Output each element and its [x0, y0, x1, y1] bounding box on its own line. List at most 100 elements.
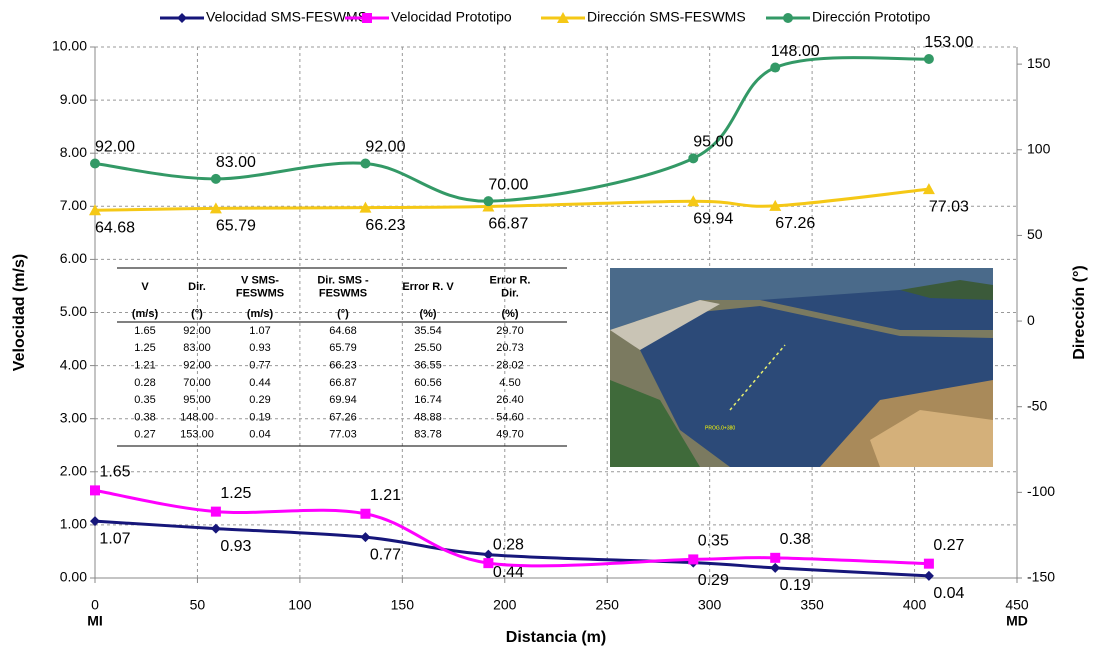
table-cell: 66.87	[329, 377, 357, 389]
table-unit: (m/s)	[247, 308, 274, 320]
x-end-label: MD	[1006, 613, 1028, 629]
legend-label: Velocidad Prototipo	[391, 9, 512, 25]
table-cell: 65.79	[329, 342, 357, 354]
table-header: FESWMS	[319, 287, 367, 299]
data-label: 77.03	[929, 198, 969, 215]
table-unit: (%)	[501, 308, 518, 320]
marker	[211, 174, 221, 184]
y-tick-label: 1.00	[60, 516, 87, 532]
marker	[688, 153, 698, 163]
y-tick-label: 9.00	[60, 91, 87, 107]
x-tick-label: 0	[91, 597, 99, 613]
legend-marker	[783, 13, 793, 23]
table-cell: 48.88	[414, 411, 442, 423]
y2-tick-label: 150	[1027, 55, 1051, 71]
table-header: V SMS-	[241, 274, 279, 286]
marker	[360, 158, 370, 168]
marker	[360, 532, 370, 542]
table-cell: 35.54	[414, 325, 442, 337]
legend-label: Velocidad SMS-FESWMS	[206, 9, 367, 25]
data-label: 0.28	[493, 536, 524, 553]
y-tick-label: 8.00	[60, 144, 87, 160]
x-end-label: MI	[87, 613, 103, 629]
table-cell: 66.23	[329, 360, 357, 372]
data-label: 66.23	[365, 217, 405, 234]
table-cell: 153.00	[180, 429, 214, 441]
data-label: 67.26	[775, 215, 815, 232]
table-cell: 67.26	[329, 411, 357, 423]
table-cell: 36.55	[414, 360, 442, 372]
table-header: Error R. V	[402, 281, 454, 293]
data-label: 1.21	[370, 487, 401, 504]
legend-marker	[177, 13, 187, 23]
data-label: 0.19	[780, 577, 811, 594]
table-cell: 0.77	[249, 360, 270, 372]
x-tick-label: 300	[698, 597, 722, 613]
table-unit: (°)	[337, 308, 349, 320]
table-cell: 0.93	[249, 342, 270, 354]
legend-label: Dirección Prototipo	[812, 9, 930, 25]
data-label: 0.93	[220, 538, 251, 555]
marker	[211, 507, 221, 517]
table-header: Error R.	[490, 274, 531, 286]
marker	[770, 63, 780, 73]
data-label: 66.87	[488, 216, 528, 233]
table-cell: 69.94	[329, 394, 357, 406]
table-unit: (%)	[419, 308, 436, 320]
y2-tick-label: 50	[1027, 226, 1043, 242]
data-label: 92.00	[365, 139, 405, 156]
y-tick-label: 7.00	[60, 197, 87, 213]
table-cell: 83.00	[183, 342, 211, 354]
marker	[924, 571, 934, 581]
page: PROG.0+380 0.001.002.003.004.005.006.007…	[0, 0, 1093, 650]
data-label: 83.00	[216, 154, 256, 171]
marker	[483, 558, 493, 568]
legend-label: Dirección SMS-FESWMS	[587, 9, 746, 25]
data-label: 65.79	[216, 218, 256, 235]
table-cell: 70.00	[183, 377, 211, 389]
y-axis-title: Velocidad (m/s)	[11, 254, 28, 371]
table-cell: 95.00	[183, 394, 211, 406]
table-cell: 0.04	[249, 429, 270, 441]
table-cell: 0.35	[134, 394, 155, 406]
table-cell: 0.44	[249, 377, 270, 389]
table-cell: 0.28	[134, 377, 155, 389]
table-cell: 83.78	[414, 429, 442, 441]
data-label: 153.00	[924, 34, 973, 51]
marker	[770, 563, 780, 573]
y-tick-label: 10.00	[52, 38, 87, 54]
data-label: 64.68	[95, 219, 135, 236]
data-label: 1.65	[99, 464, 130, 481]
table-header: FESWMS	[236, 287, 284, 299]
y-tick-label: 4.00	[60, 356, 87, 372]
table-cell: 77.03	[329, 429, 357, 441]
data-label: 0.27	[933, 537, 964, 554]
x-tick-label: 100	[288, 597, 312, 613]
table-cell: 25.50	[414, 342, 442, 354]
data-label: 148.00	[771, 43, 820, 60]
table-cell: 29.70	[496, 325, 524, 337]
table-unit: (m/s)	[132, 308, 159, 320]
y2-axis-title: Dirección (°)	[1071, 265, 1088, 359]
x-axis-title: Distancia (m)	[506, 629, 606, 646]
data-label: 0.38	[780, 531, 811, 548]
data-label: 95.00	[693, 134, 733, 151]
table-header: Dir. SMS -	[317, 274, 369, 286]
marker	[483, 196, 493, 206]
table-cell: 54.60	[496, 411, 524, 423]
data-label: 0.29	[698, 572, 729, 589]
y2-tick-label: -50	[1027, 397, 1047, 413]
marker	[360, 509, 370, 519]
table-cell: 92.00	[183, 360, 211, 372]
x-tick-label: 400	[903, 597, 927, 613]
data-label: 1.25	[220, 485, 251, 502]
table-cell: 60.56	[414, 377, 442, 389]
marker	[90, 485, 100, 495]
table-cell: 1.65	[134, 325, 155, 337]
x-tick-label: 150	[391, 597, 415, 613]
table-cell: 1.25	[134, 342, 155, 354]
y2-tick-label: -150	[1027, 569, 1055, 585]
y-tick-label: 3.00	[60, 409, 87, 425]
photo-caption: PROG.0+380	[705, 425, 735, 431]
marker	[688, 554, 698, 564]
